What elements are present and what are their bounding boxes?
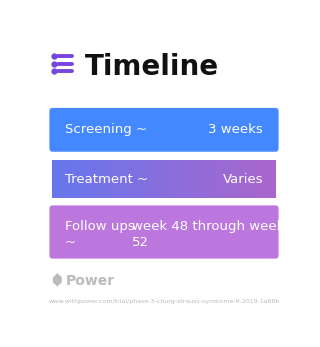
Text: Timeline: Timeline (84, 53, 219, 81)
Text: 52: 52 (132, 236, 149, 249)
Text: Screening ~: Screening ~ (65, 123, 147, 136)
Text: Treatment ~: Treatment ~ (65, 173, 148, 186)
Text: week 48 through week: week 48 through week (132, 220, 284, 233)
FancyBboxPatch shape (49, 108, 279, 152)
Text: Follow ups: Follow ups (65, 220, 134, 233)
Text: Power: Power (66, 274, 115, 288)
FancyBboxPatch shape (49, 157, 279, 201)
Text: 3 weeks: 3 weeks (208, 123, 263, 136)
FancyBboxPatch shape (49, 205, 279, 259)
Polygon shape (54, 274, 61, 286)
Text: ~: ~ (65, 236, 76, 249)
Text: Varies: Varies (223, 173, 263, 186)
Text: www.withpower.com/trial/phase-3-churg-strauss-syndrome-9-2019-1a68b: www.withpower.com/trial/phase-3-churg-st… (48, 299, 280, 304)
